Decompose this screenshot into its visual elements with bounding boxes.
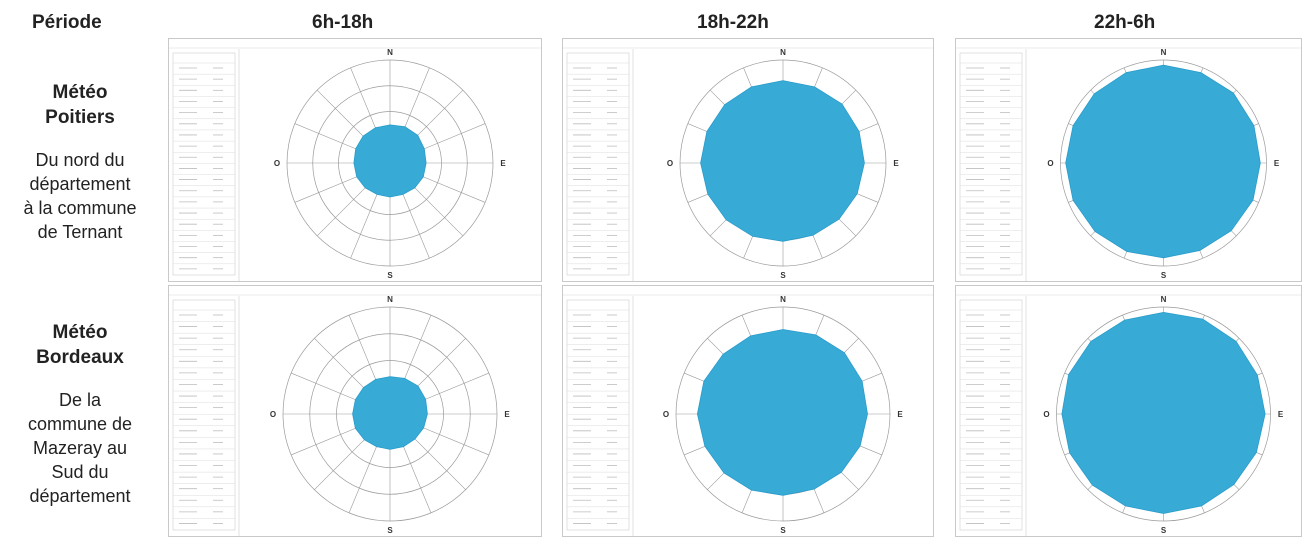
- grid-spoke: [348, 315, 381, 390]
- row-description-line: commune de: [27, 414, 133, 434]
- radar-chart: N S E O: [169, 294, 541, 536]
- label-south: S: [780, 526, 786, 535]
- grid-spoke: [413, 123, 486, 154]
- sheet-table-frame: [959, 299, 1023, 531]
- sheet-table-frame: [566, 299, 630, 531]
- row-label-poitiers: Météo Poitiers Du nord du département à …: [0, 80, 160, 244]
- column-header-6h-18h: 6h-18h: [312, 12, 374, 33]
- row-description: Du nord du département à la commune de T…: [0, 148, 160, 244]
- row-description-line: De la: [58, 390, 102, 410]
- grid-spoke: [294, 123, 367, 154]
- label-west: O: [274, 159, 280, 168]
- label-south: S: [1161, 526, 1167, 535]
- radar-panel: N S E O: [562, 38, 934, 282]
- radar-chart: N S E O: [563, 47, 933, 281]
- radar-panel: N S E O: [168, 285, 542, 537]
- row-description-line: département: [29, 174, 131, 194]
- radar-chart: N S E O: [956, 47, 1301, 281]
- grid-spoke: [408, 338, 466, 396]
- grid-spoke: [291, 423, 366, 456]
- grid-spoke: [316, 89, 373, 146]
- radar-area: [352, 376, 428, 450]
- grid-spoke: [408, 432, 466, 490]
- sheet-table-frame: [172, 299, 236, 531]
- label-south: S: [1161, 271, 1167, 280]
- label-east: E: [1278, 410, 1284, 419]
- radar-area: [696, 329, 868, 496]
- label-west: O: [270, 410, 276, 419]
- label-west: O: [663, 410, 669, 419]
- sheet-table-frame: [566, 52, 630, 276]
- grid-spoke: [399, 315, 432, 390]
- radar-area: [353, 124, 427, 198]
- grid-spoke: [407, 180, 464, 237]
- row-title: Poitiers: [45, 107, 115, 128]
- grid-spoke: [348, 438, 381, 513]
- grid-spoke: [294, 172, 367, 203]
- label-east: E: [504, 410, 510, 419]
- radar-chart: N S E O: [563, 294, 933, 536]
- label-north: N: [780, 295, 786, 304]
- label-south: S: [387, 271, 393, 280]
- grid-spoke: [399, 186, 430, 259]
- label-east: E: [1274, 159, 1280, 168]
- sheet-table-frame: [172, 52, 236, 276]
- grid-spoke: [350, 67, 381, 140]
- polar-grid: [286, 59, 494, 267]
- label-north: N: [780, 48, 786, 57]
- label-south: S: [780, 271, 786, 280]
- row-description-line: Sud du: [51, 462, 109, 482]
- row-description-line: Du nord du: [35, 150, 125, 170]
- label-north: N: [387, 48, 393, 57]
- sheet-table-frame: [959, 52, 1023, 276]
- label-west: O: [667, 159, 673, 168]
- label-east: E: [500, 159, 506, 168]
- grid-spoke: [314, 432, 372, 490]
- grid-spoke: [316, 180, 373, 237]
- label-east: E: [893, 159, 899, 168]
- row-description-line: de Ternant: [37, 222, 123, 242]
- label-north: N: [1161, 48, 1167, 57]
- grid-spoke: [399, 438, 432, 513]
- column-header-18h-22h: 18h-22h: [697, 12, 769, 33]
- radar-panel: N S E O: [955, 285, 1302, 537]
- label-south: S: [387, 526, 393, 535]
- radar-chart: N S E O: [169, 47, 541, 281]
- radar-chart: N S E O: [956, 294, 1301, 536]
- row-title: Bordeaux: [36, 347, 124, 368]
- grid-spoke: [291, 372, 366, 405]
- column-header-22h-6h: 22h-6h: [1094, 12, 1156, 33]
- radar-area: [1065, 64, 1261, 259]
- row-description-line: Mazeray au: [32, 438, 128, 458]
- grid-spoke: [414, 423, 489, 456]
- period-header: Période: [32, 12, 102, 33]
- grid-spoke: [414, 372, 489, 405]
- grid-spoke: [413, 172, 486, 203]
- label-north: N: [1161, 295, 1167, 304]
- radar-area: [1061, 311, 1266, 514]
- row-description: De la commune de Mazeray au Sud du dépar…: [0, 388, 160, 508]
- radar-panel: N S E O: [955, 38, 1302, 282]
- label-west: O: [1043, 410, 1049, 419]
- label-north: N: [387, 295, 393, 304]
- row-description-line: à la commune: [23, 198, 137, 218]
- grid-spoke: [350, 186, 381, 259]
- radar-panel: N S E O: [168, 38, 542, 282]
- row-label-bordeaux: Météo Bordeaux De la commune de Mazeray …: [0, 320, 160, 508]
- radar-panel: N S E O: [562, 285, 934, 537]
- radar-area: [700, 80, 865, 242]
- row-title: Météo: [52, 322, 108, 343]
- label-west: O: [1047, 159, 1053, 168]
- label-east: E: [897, 410, 903, 419]
- row-description-line: département: [29, 486, 131, 506]
- grid-spoke: [314, 338, 372, 396]
- row-title: Météo: [52, 82, 108, 103]
